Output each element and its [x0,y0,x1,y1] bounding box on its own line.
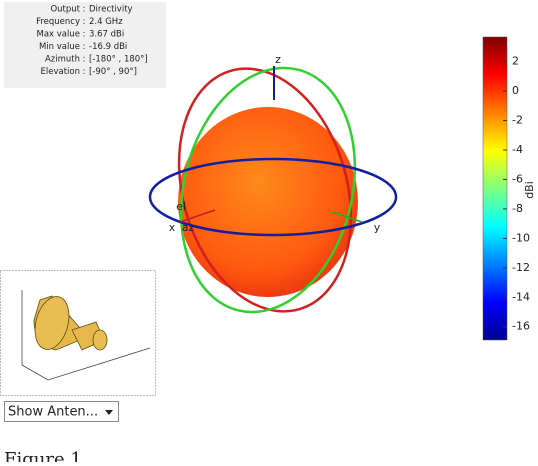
info-separator: : [83,5,86,15]
info-background [4,2,166,88]
azimuth-cut [148,157,398,237]
preview-axes [21,290,151,381]
dropdown-label[interactable]: Show Anten... [8,405,98,420]
info-separator: : [83,67,86,77]
tick-label: -10 [512,231,530,244]
tick-label: -16 [512,320,530,333]
info-value: [-90° , 90°] [89,67,137,77]
info-value: [-180° , 180°] [89,55,148,65]
tick-label: -2 [512,114,523,127]
antenna-preview-frame [0,270,156,396]
axis-label: el [176,200,186,213]
info-separator: : [83,55,86,65]
tick-label: -4 [512,143,523,156]
tick-label: -12 [512,261,530,274]
tick-label: -8 [512,202,523,215]
tick-label: 0 [512,84,519,97]
horn-aperture [34,296,70,350]
feed-end [92,329,108,351]
dropdown[interactable]: Show Anten... [4,401,119,422]
info-value: 2.4 GHz [89,17,123,27]
info-label: Min value [39,42,80,52]
axis-label: y [374,221,381,234]
info-label: Azimuth [45,55,80,65]
info-separator: : [83,42,86,52]
dropdown-arrow[interactable] [105,410,113,415]
axis-label: x [169,221,176,234]
colorbar-label: dBi [523,181,536,199]
info-separator: : [83,17,86,27]
info-label: Elevation [41,67,80,77]
dropdown-box[interactable] [4,401,119,422]
tick-label: -6 [512,172,523,185]
elevation-cut [177,67,353,313]
info-label: Output [50,5,80,15]
tick-label: 2 [512,55,519,68]
axis-label: az [182,221,195,234]
info-label: Max value [37,30,81,40]
colorbar [482,36,508,341]
axis-label: z [275,53,281,66]
info-label: Frequency [36,17,80,27]
y-axis [331,211,363,223]
info-value: -16.9 dBi [89,42,127,52]
x-axis [179,209,216,223]
tick-label: -14 [512,290,530,303]
pattern-surface [178,107,358,297]
info-separator: : [83,30,86,40]
info-value: Directivity [89,5,133,15]
figure-caption: Figure 1 [4,449,82,462]
info-value: 3.67 dBi [89,30,124,40]
